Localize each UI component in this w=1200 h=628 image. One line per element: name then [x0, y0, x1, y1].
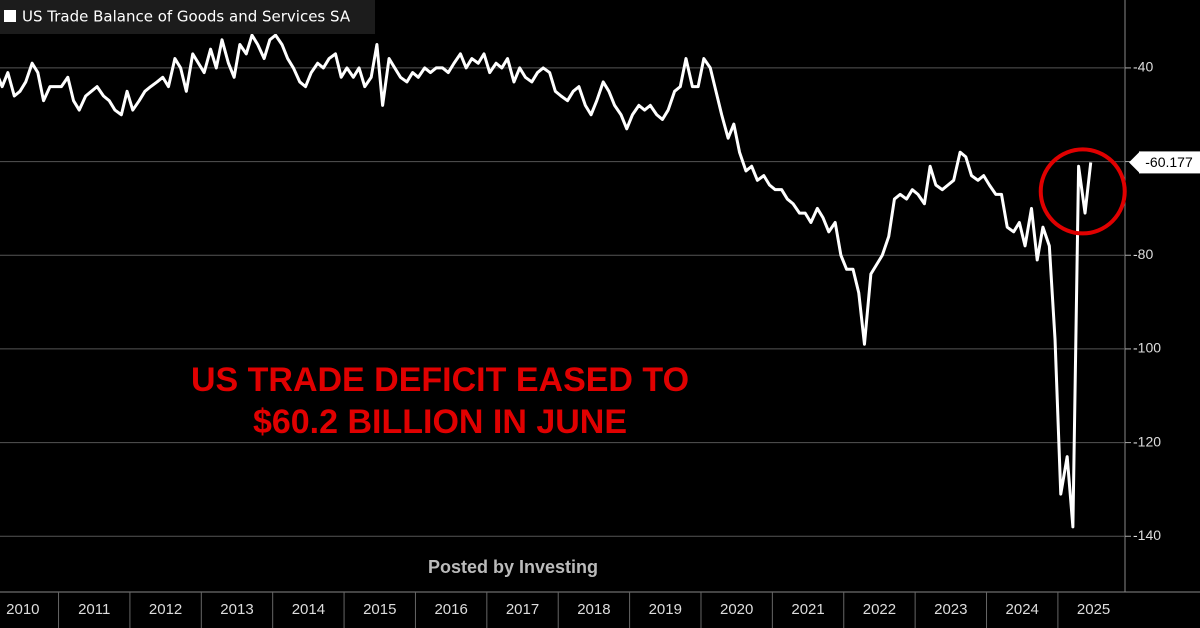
x-tick-label: 2025 [1077, 601, 1110, 618]
chart-title: US Trade Balance of Goods and Services S… [22, 8, 351, 26]
y-tick-label: -100 [1133, 340, 1161, 356]
last-value-box [1139, 151, 1200, 174]
y-tick-label: -140 [1133, 527, 1161, 543]
last-value-label: -60.177 [1145, 154, 1193, 170]
y-tick-label: -120 [1133, 433, 1161, 449]
x-tick-label: 2017 [506, 601, 539, 618]
grid [0, 67, 1125, 537]
x-tick-label: 2022 [863, 601, 896, 618]
watermark: Posted by Investing [428, 557, 598, 577]
last-value-pointer [1129, 152, 1139, 173]
y-tick-label: -40 [1133, 59, 1153, 75]
series-line [0, 33, 1093, 529]
x-tick-label: 2012 [149, 601, 182, 618]
series [0, 33, 1093, 529]
x-tick-label: 2023 [934, 601, 967, 618]
highlight-circle [1038, 147, 1127, 236]
x-tick-label: 2016 [434, 601, 467, 618]
axes: -40-60-80-100-120-1402010201120122013201… [6, 59, 1161, 628]
x-tick-label: 2014 [292, 601, 325, 618]
annotation: US TRADE DEFICIT EASED TO [191, 361, 689, 399]
x-tick-label: 2021 [791, 601, 824, 618]
legend-swatch [4, 10, 16, 22]
x-tick-label: 2013 [220, 601, 253, 618]
x-tick-label: 2019 [649, 601, 682, 618]
x-tick-label: 2015 [363, 601, 396, 618]
x-tick-label: 2018 [577, 601, 610, 618]
x-tick-label: 2024 [1006, 601, 1039, 618]
y-tick-label: -80 [1133, 246, 1153, 262]
x-tick-label: 2011 [78, 601, 110, 618]
x-tick-label: 2020 [720, 601, 753, 618]
x-tick-label: 2010 [6, 601, 39, 618]
annotation: $60.2 BILLION IN JUNE [253, 403, 627, 441]
legend-box [0, 0, 375, 34]
